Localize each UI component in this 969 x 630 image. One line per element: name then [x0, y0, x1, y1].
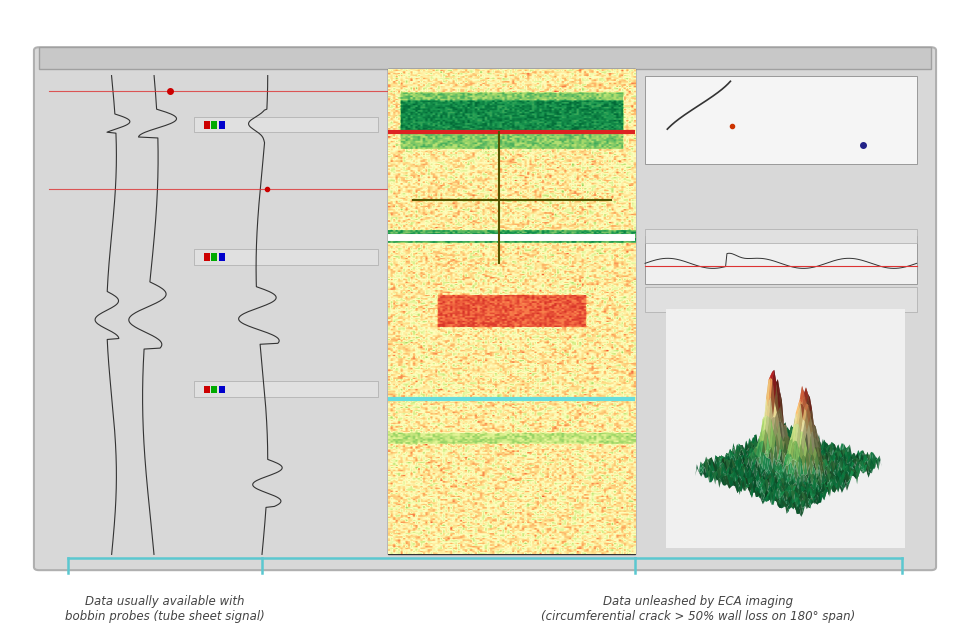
Bar: [644, 236, 916, 284]
Text: Data unleashed by ECA imaging
(circumferential crack > 50% wall loss on 180° spa: Data unleashed by ECA imaging (circumfer…: [541, 595, 855, 623]
Bar: [219, 253, 225, 261]
Bar: [644, 287, 916, 312]
Bar: [211, 121, 217, 129]
Bar: [211, 386, 217, 393]
Bar: [194, 381, 378, 397]
Bar: [203, 253, 209, 261]
Bar: [203, 121, 209, 129]
Bar: [194, 117, 378, 132]
Bar: [388, 69, 635, 554]
FancyBboxPatch shape: [34, 47, 935, 570]
Text: Data usually available with
bobbin probes (tube sheet signal): Data usually available with bobbin probe…: [65, 595, 265, 623]
Bar: [211, 253, 217, 261]
Bar: [644, 76, 916, 164]
Bar: [644, 229, 916, 243]
Bar: [194, 249, 378, 265]
Bar: [203, 386, 209, 393]
Bar: [39, 47, 930, 69]
Bar: [219, 121, 225, 129]
Bar: [219, 386, 225, 393]
